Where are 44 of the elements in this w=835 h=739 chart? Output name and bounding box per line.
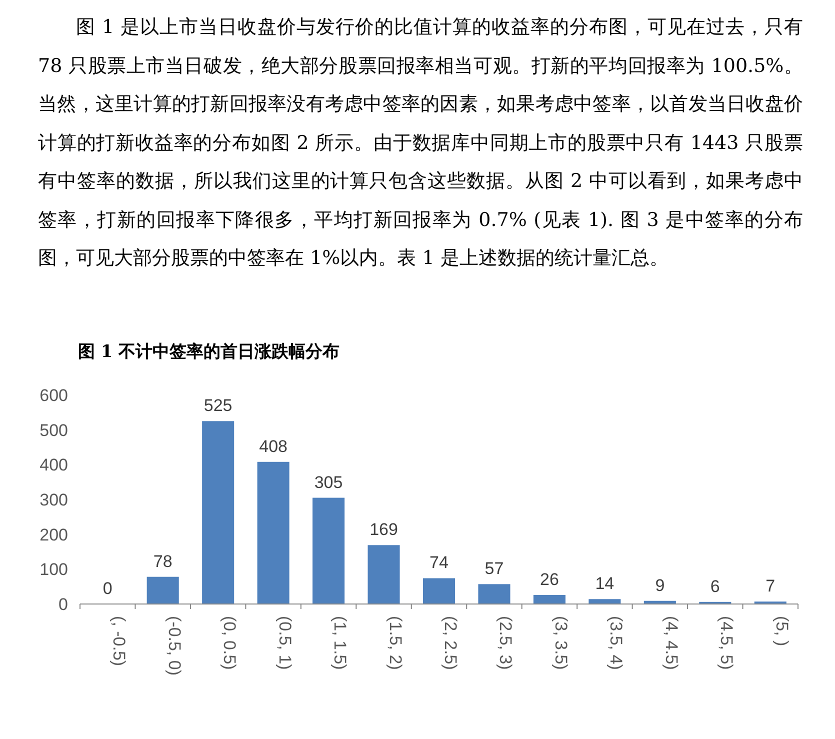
x-tick-label: (1.5, 2) (386, 616, 405, 670)
data-label: 26 (540, 570, 559, 589)
y-tick-label: 300 (40, 490, 68, 510)
bar (422, 578, 456, 604)
data-label: 7 (766, 576, 776, 596)
bar (588, 599, 621, 604)
title: 图 1 不计中签率的首日涨跌幅分布 (78, 341, 340, 363)
bar (478, 584, 510, 604)
bar (533, 594, 566, 604)
bar (312, 498, 345, 604)
x-tick-label: (4.5, 5) (717, 616, 736, 670)
x-tick-label: (0.5, 1) (275, 616, 294, 670)
data-label: 78 (153, 552, 172, 571)
x-tick-label: (0, 0.5) (220, 616, 240, 670)
bar (257, 462, 290, 604)
x-tick-label: (2, 2.5) (441, 616, 460, 670)
bar (368, 545, 400, 604)
data-label: 525 (204, 396, 232, 416)
x-tick-label: (3, 3.5) (551, 616, 570, 670)
x-tick-label: (2.5, 3) (496, 616, 516, 670)
x-tick-label: (-0.5, 0) (164, 616, 184, 676)
x-tick-label: (4, 4.5) (662, 616, 681, 670)
x-tick-label: (5, ) (772, 616, 792, 646)
x-tick-label: (1, 1.5) (330, 616, 350, 670)
data-label: 408 (259, 436, 288, 456)
data-label: 57 (484, 559, 504, 578)
data-label: 6 (710, 576, 720, 596)
data-label: 9 (655, 576, 665, 595)
bar (146, 576, 179, 604)
y-tick-label: 500 (40, 420, 68, 440)
data-label: 169 (370, 520, 398, 540)
x-tick-label: (3.5, 4) (606, 616, 626, 670)
data-label: 0 (102, 579, 112, 598)
data-label: 305 (314, 472, 343, 492)
y-tick-label: 0 (58, 595, 68, 614)
annotation: 图 1 是以上市当日收盘价与发行价的比值计算的收益率的分布图，可见在过去，只有 78 只股票上市当日破发，绝大部分股票回报率相当可观。打新的平均回报率为 100.5%。当然，这里计算的打新回报率没有考虑中签率的因素，如果考虑中签率，以首发当日收盘价计算的打新收益率的分布如图 2 所示。由于数据库中同期上市的股票中只有 1443 只股票有中签率的数据，所以我们这里的计算只包含这些数据。从图 2 中可以看到，如果考虑中签率，打新的回报率下降很多，平均打新回报率为 0.7% (见表 1). 图 3 是中签率的分布图，可见大部分股票的中签率在 1%以内。表 1 是上述数据的统计量汇总。 (38, 15, 803, 271)
x-tick-label: (, -0.5) (110, 616, 129, 666)
y-tick-label: 100 (40, 560, 68, 580)
data-label: 74 (430, 553, 448, 572)
data-label: 14 (595, 574, 614, 594)
y-tick-label: 200 (40, 525, 68, 544)
y-tick-label: 400 (40, 456, 68, 475)
y-tick-label: 600 (40, 386, 68, 405)
bar (202, 421, 234, 604)
